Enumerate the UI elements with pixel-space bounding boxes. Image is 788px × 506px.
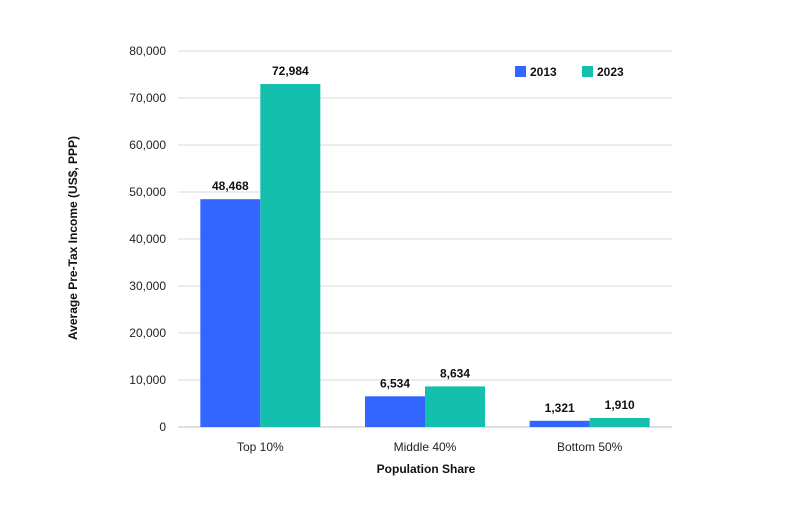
data-label: 6,534 — [380, 376, 410, 390]
data-label: 1,321 — [545, 401, 575, 415]
bar-2023 — [425, 386, 485, 427]
y-tick-label: 60,000 — [129, 138, 166, 152]
y-tick-label: 70,000 — [129, 91, 166, 105]
data-label: 8,634 — [440, 366, 470, 380]
legend-label-2023: 2023 — [597, 65, 624, 79]
bar-2013 — [365, 396, 425, 427]
bar-2023 — [589, 418, 650, 427]
data-label: 1,910 — [605, 398, 635, 412]
y-tick-label: 50,000 — [129, 185, 166, 199]
x-tick-label: Top 10% — [237, 440, 284, 454]
legend: 2013 2023 — [515, 65, 624, 79]
y-tick-label: 0 — [159, 420, 166, 434]
axis-layer: Population Share Average Pre-Tax Income … — [66, 44, 623, 476]
legend-swatch-2023 — [582, 66, 593, 77]
y-tick-label: 20,000 — [129, 326, 166, 340]
bar-2013 — [200, 199, 261, 427]
label-layer: 48,468 72,984 6,534 8,634 1,321 1,910 — [212, 64, 635, 415]
data-label: 48,468 — [212, 179, 249, 193]
bar-2023 — [260, 83, 321, 428]
legend-label-2013: 2013 — [530, 65, 557, 79]
y-tick-label: 80,000 — [129, 44, 166, 58]
y-axis-title: Average Pre-Tax Income (US$, PPP) — [66, 136, 80, 340]
data-label: 72,984 — [272, 64, 309, 78]
x-tick-label: Middle 40% — [394, 440, 457, 454]
legend-swatch-2013 — [515, 66, 526, 77]
y-tick-label: 40,000 — [129, 232, 166, 246]
x-tick-label: Bottom 50% — [557, 440, 623, 454]
y-tick-label: 30,000 — [129, 279, 166, 293]
y-tick-label: 10,000 — [129, 373, 166, 387]
x-axis-title: Population Share — [377, 462, 476, 476]
bar-layer — [200, 83, 650, 428]
bar-2013 — [529, 420, 590, 427]
